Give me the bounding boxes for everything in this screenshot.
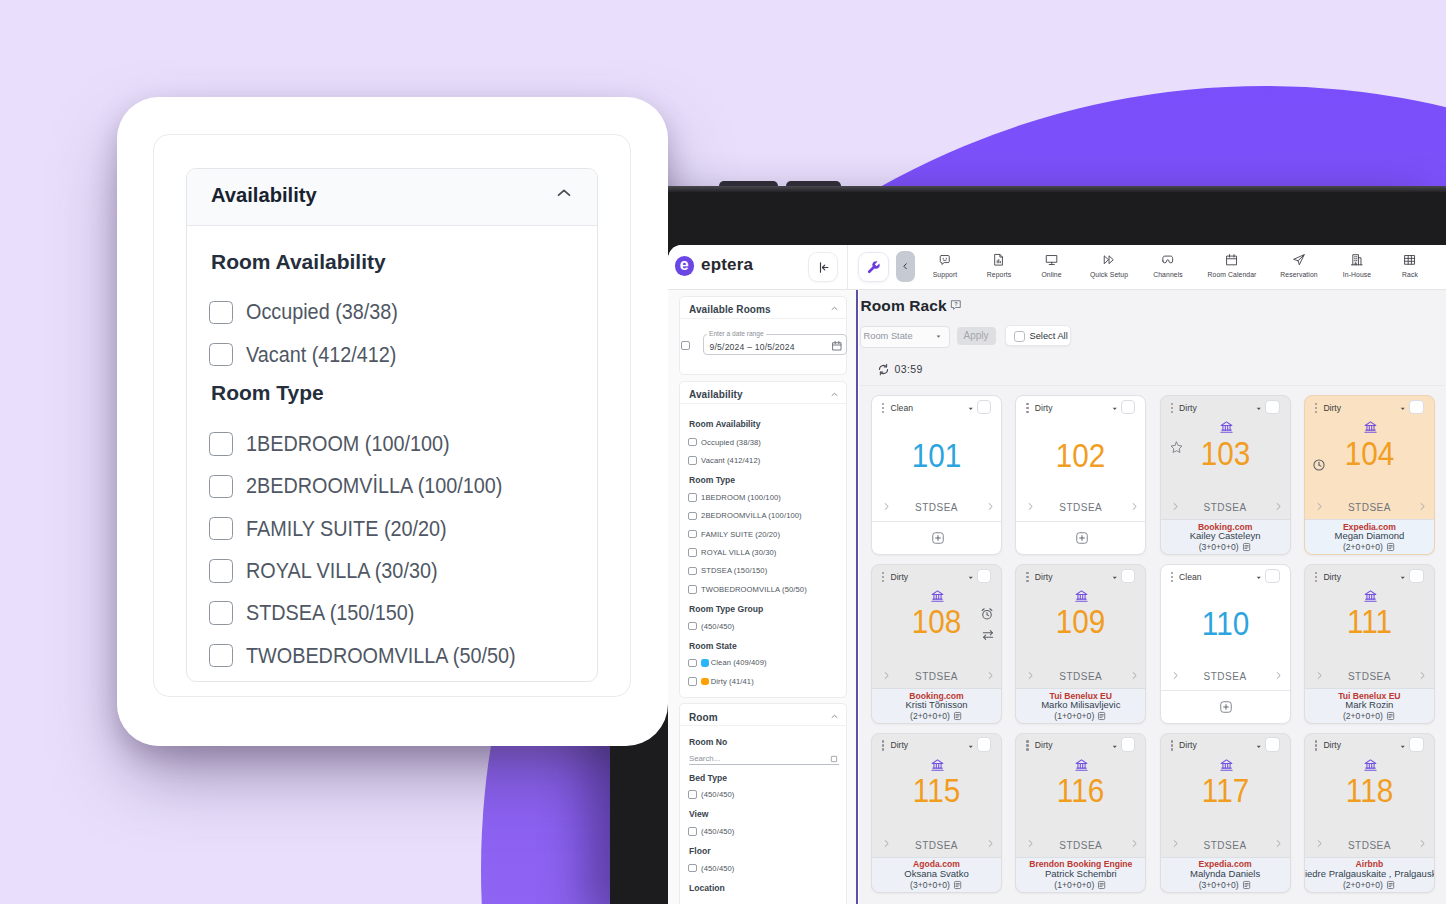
svg-text:?: ? [955,301,959,307]
